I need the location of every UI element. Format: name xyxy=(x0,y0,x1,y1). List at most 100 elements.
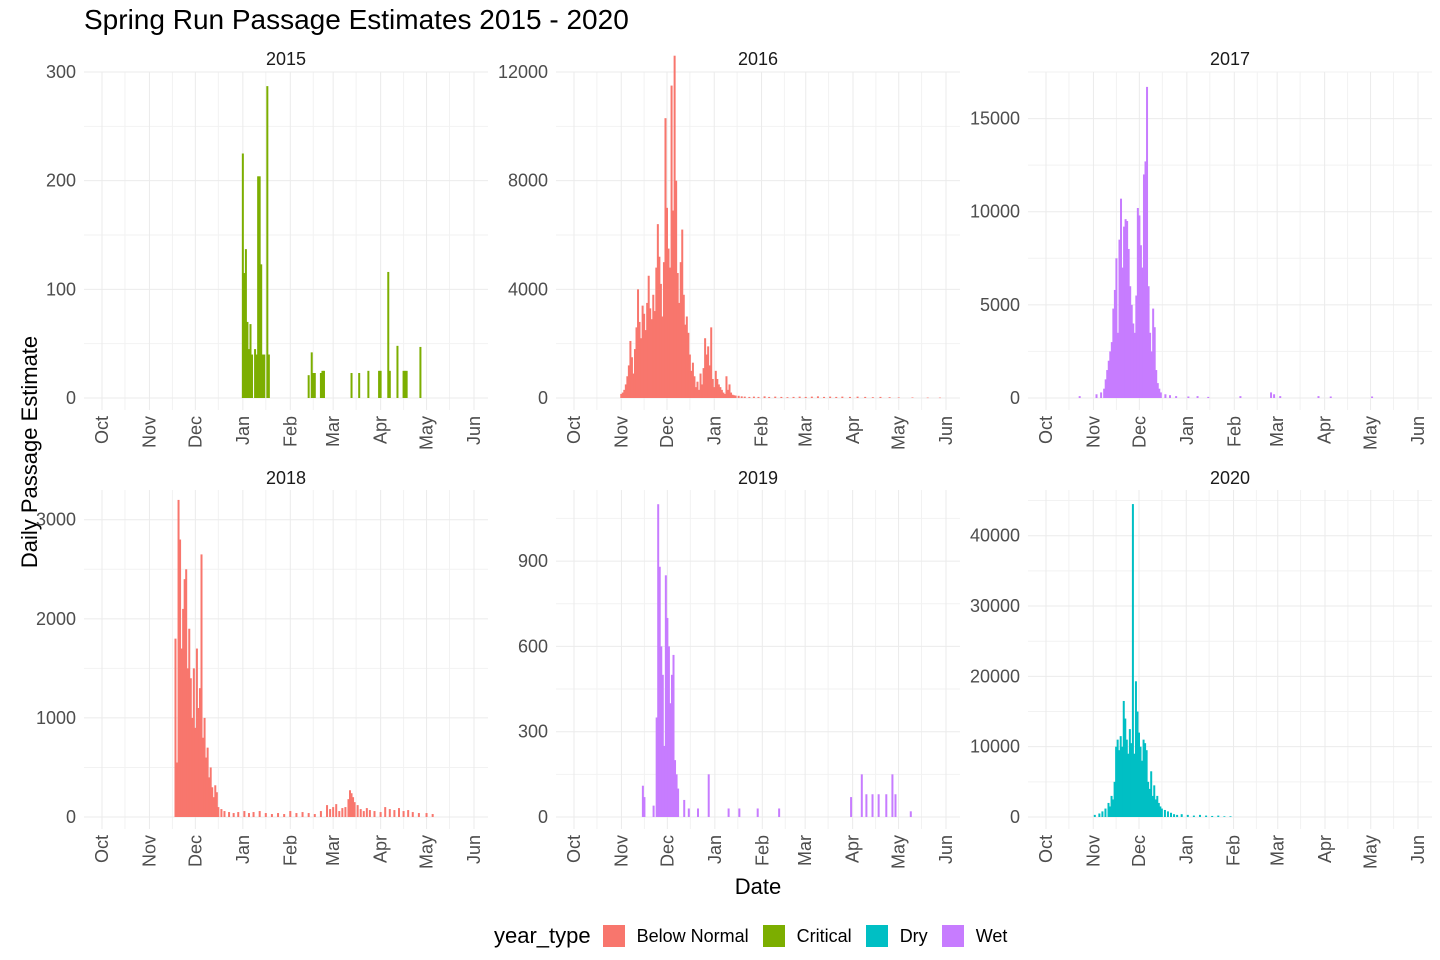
legend-label-critical: Critical xyxy=(796,925,852,946)
bar xyxy=(247,813,250,817)
bar xyxy=(1100,392,1103,398)
bar xyxy=(425,813,428,817)
bar xyxy=(319,811,322,817)
y-tick-label: 0 xyxy=(66,388,76,408)
x-tick-label: May xyxy=(1361,835,1381,869)
bar xyxy=(848,396,851,398)
bar xyxy=(257,176,260,398)
bar xyxy=(1107,360,1110,398)
bar xyxy=(1128,729,1131,817)
x-tick-label: Oct xyxy=(564,416,584,444)
bar xyxy=(667,248,670,398)
bar xyxy=(200,554,203,817)
bar xyxy=(722,392,725,398)
panel-title-2019: 2019 xyxy=(738,468,778,488)
bar xyxy=(220,809,223,817)
bar xyxy=(1170,812,1173,817)
bar xyxy=(823,396,826,398)
legend-swatch-critical xyxy=(762,925,785,947)
y-tick-label: 300 xyxy=(518,722,548,742)
bar xyxy=(402,370,405,398)
bar xyxy=(1159,392,1162,398)
bar xyxy=(232,813,235,817)
bar xyxy=(215,792,218,817)
bar xyxy=(679,262,682,398)
panel-2016: Oct Nov Dec Jan Feb Mar Apr May Jun 0 4000 8000 1200… xyxy=(498,49,960,450)
bar xyxy=(894,794,897,817)
bar xyxy=(663,745,666,817)
bar xyxy=(217,807,220,817)
bar xyxy=(1145,750,1148,817)
bar xyxy=(705,354,708,398)
bar xyxy=(313,373,316,398)
bar xyxy=(740,396,743,398)
x-tick-label: May xyxy=(889,416,909,450)
bar xyxy=(209,767,212,817)
y-tick-label: 5000 xyxy=(980,295,1020,315)
bar xyxy=(652,294,655,398)
bar xyxy=(763,396,766,398)
bar xyxy=(1273,394,1276,398)
bar xyxy=(344,807,347,817)
bar xyxy=(1211,815,1214,817)
bar xyxy=(860,774,863,817)
bar xyxy=(658,566,661,817)
panel-2020: Oct Nov Dec Jan Feb Mar Apr May Jun 0 10000 20000 30… xyxy=(970,468,1432,869)
bar xyxy=(879,396,882,398)
bar xyxy=(1164,394,1167,398)
bar xyxy=(1196,396,1199,398)
bar xyxy=(713,387,716,398)
legend-swatch-below-normal xyxy=(602,925,625,947)
bar xyxy=(1198,814,1201,817)
y-tick-label: 0 xyxy=(1010,388,1020,408)
bar xyxy=(891,774,894,817)
bar xyxy=(1120,198,1123,398)
bar xyxy=(1078,396,1081,398)
bar xyxy=(1155,370,1158,398)
bar xyxy=(757,396,760,398)
bar xyxy=(632,373,635,398)
bar xyxy=(1142,174,1145,398)
bar xyxy=(192,668,195,817)
bar xyxy=(247,349,250,398)
bar xyxy=(198,688,201,817)
bar xyxy=(258,811,261,817)
bar xyxy=(367,370,370,398)
bar xyxy=(1317,396,1320,398)
bar xyxy=(650,319,653,398)
x-tick-label: Nov xyxy=(139,835,159,867)
bar xyxy=(687,808,690,817)
bar xyxy=(411,812,414,817)
x-tick-label: Apr xyxy=(843,835,863,863)
bar xyxy=(252,812,255,817)
bar xyxy=(731,394,734,398)
bar xyxy=(261,354,264,398)
bar xyxy=(202,737,205,817)
bar xyxy=(251,354,254,398)
bar xyxy=(730,392,733,398)
bar xyxy=(203,717,206,817)
x-tick-label: Dec xyxy=(185,416,205,448)
bar xyxy=(675,774,678,817)
bar xyxy=(419,346,422,398)
bar xyxy=(720,389,723,398)
x-tick-label: Apr xyxy=(1315,416,1335,444)
y-tick-label: 200 xyxy=(46,171,76,191)
bar xyxy=(1110,342,1113,398)
bar xyxy=(669,267,672,398)
bar xyxy=(1149,332,1152,398)
bar xyxy=(658,256,661,398)
bar xyxy=(677,788,680,817)
bar xyxy=(629,340,632,398)
bar xyxy=(254,349,257,398)
bar xyxy=(1329,396,1332,398)
bar xyxy=(835,396,838,398)
bar xyxy=(669,703,672,817)
bar xyxy=(1139,746,1142,817)
bar xyxy=(734,395,737,398)
bar xyxy=(699,373,702,398)
bar xyxy=(352,797,355,817)
x-tick-label: Jan xyxy=(705,835,725,864)
x-tick-label: Oct xyxy=(92,835,112,863)
bar xyxy=(1223,816,1226,817)
